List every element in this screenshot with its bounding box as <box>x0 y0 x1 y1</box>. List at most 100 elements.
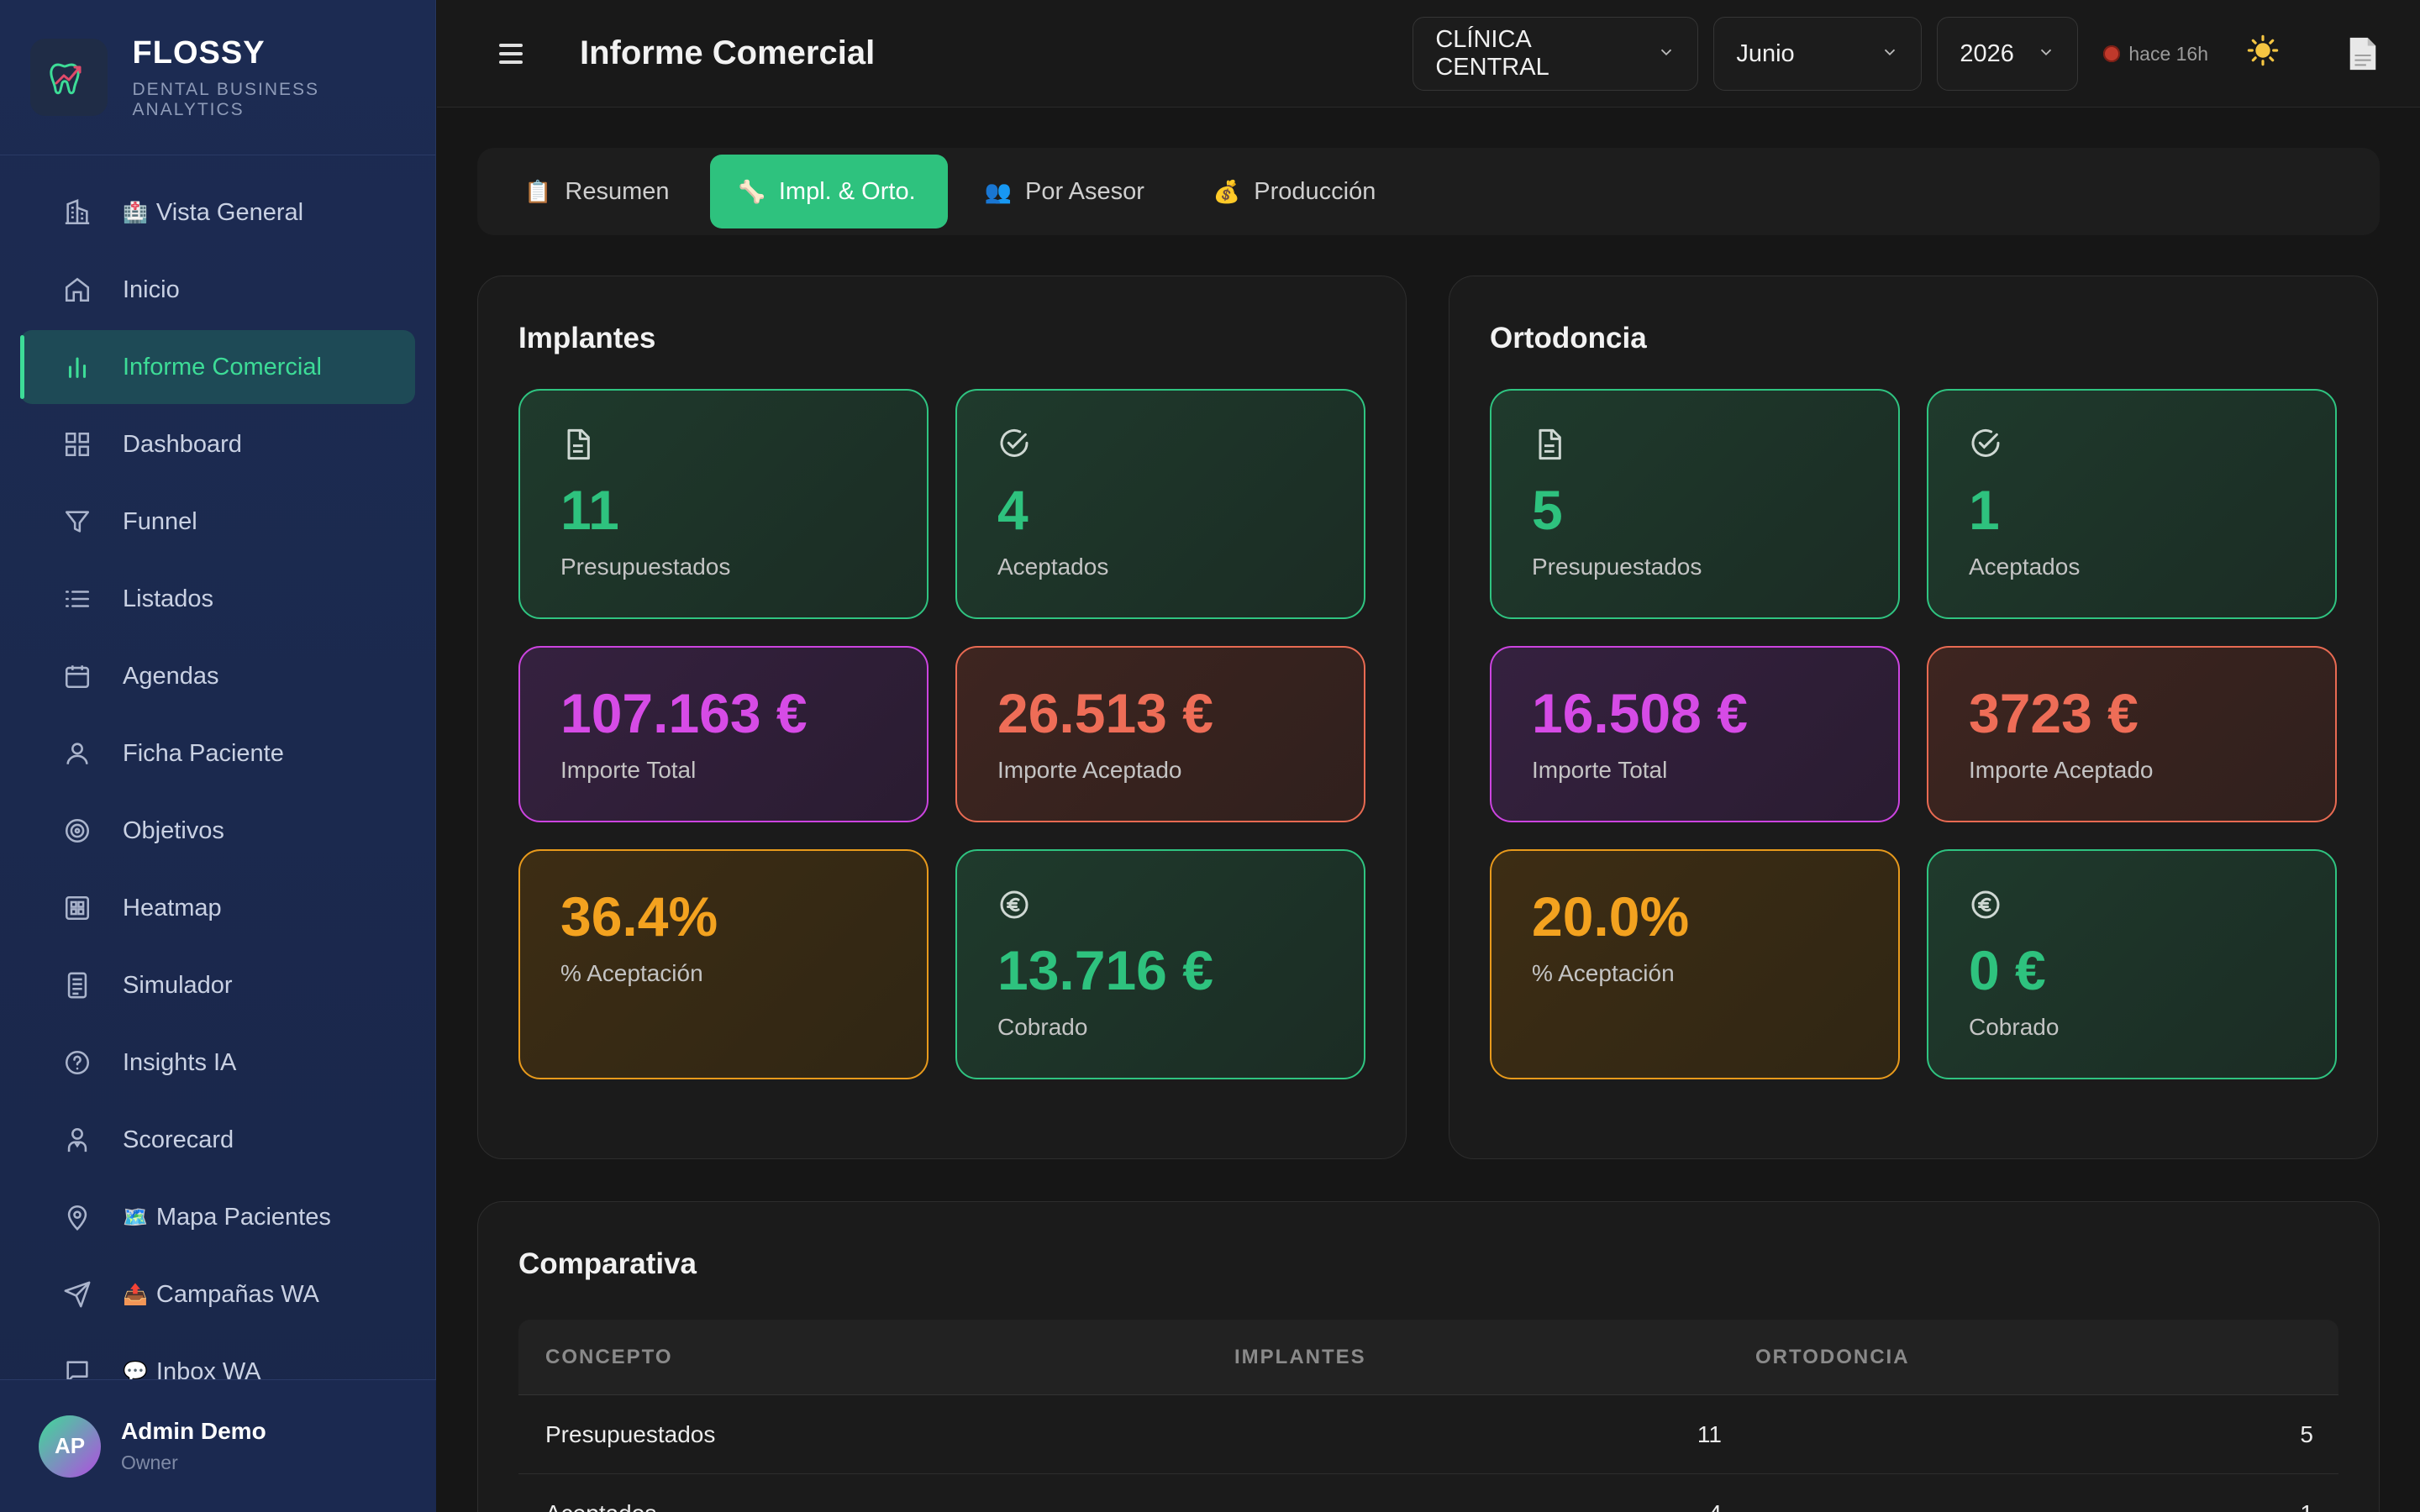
sidebar-item-inicio[interactable]: Inicio <box>20 253 415 327</box>
sidebar-item-simulador[interactable]: Simulador <box>20 948 415 1022</box>
sync-status-text: hace 16h <box>2128 42 2208 65</box>
table-cell: 1 <box>1755 1500 2338 1512</box>
cobrado-card: 0 € Cobrado <box>1927 849 2337 1079</box>
funnel-icon <box>60 505 94 538</box>
sidebar-item-agendas[interactable]: Agendas <box>20 639 415 713</box>
tab-por-asesor[interactable]: 👥 Por Asesor <box>956 155 1176 228</box>
importe-aceptado-card: 3723 € Importe Aceptado <box>1927 646 2337 822</box>
sidebar-item-insights-ia[interactable]: Insights IA <box>20 1026 415 1100</box>
avatar: AP <box>39 1415 101 1478</box>
sidebar-item-informe-comercial[interactable]: Informe Comercial <box>20 330 415 404</box>
calculator-icon <box>60 969 94 1002</box>
sidebar-item-dashboard[interactable]: Dashboard <box>20 407 415 481</box>
euro-icon <box>997 888 1031 921</box>
presupuestados-card: 11 Presupuestados <box>518 389 929 619</box>
chevron-down-icon <box>1881 40 1899 68</box>
grid-icon <box>60 428 94 461</box>
cobrado-card: 13.716 € Cobrado <box>955 849 1365 1079</box>
sidebar-item-heatmap[interactable]: Heatmap <box>20 871 415 945</box>
bone-icon: 🦴 <box>738 178 765 204</box>
sidebar-item-funnel[interactable]: Funnel <box>20 485 415 559</box>
topbar: Informe Comercial CLÍNICA CENTRAL Junio … <box>437 0 2420 108</box>
presupuestados-value: 11 <box>560 479 619 541</box>
document-icon <box>560 428 594 461</box>
person-badge-icon <box>60 1123 94 1157</box>
status-dot-icon <box>2103 45 2121 62</box>
table-row: Aceptados 4 1 <box>518 1474 2338 1512</box>
sidebar-item-vista-general[interactable]: 🏥 Vista General <box>20 176 415 249</box>
importe-total-value: 16.508 € <box>1532 682 1748 744</box>
cobrado-label: Cobrado <box>997 1014 1088 1040</box>
month-select[interactable]: Junio <box>1713 17 1923 91</box>
sidebar-item-campanas-wa[interactable]: 📤 Campañas WA <box>20 1257 415 1331</box>
sidebar-item-objetivos[interactable]: Objetivos <box>20 794 415 868</box>
ortodoncia-panel: Ortodoncia 5 Presupuestados 1 Aceptados … <box>1449 276 2378 1159</box>
year-select-value: 2026 <box>1960 39 2014 67</box>
tab-resumen[interactable]: 📋 Resumen <box>496 155 702 228</box>
tab-impl-orto[interactable]: 🦴 Impl. & Orto. <box>709 155 948 228</box>
importe-aceptado-label: Importe Aceptado <box>997 757 1182 783</box>
user-profile[interactable]: AP Admin Demo Owner <box>0 1379 436 1512</box>
table-cell: Presupuestados <box>545 1420 716 1447</box>
sidebar-item-mapa-pacientes[interactable]: 🗺️ Mapa Pacientes <box>20 1180 415 1254</box>
chevron-down-icon <box>1657 40 1676 68</box>
send-icon <box>60 1278 94 1311</box>
bar-chart-icon <box>60 350 94 384</box>
euro-icon <box>1969 888 2002 921</box>
list-icon <box>60 582 94 616</box>
aceptados-label: Aceptados <box>1969 554 2081 580</box>
table-header: CONCEPTO IMPLANTES ORTODONCIA <box>518 1320 2338 1395</box>
sidebar-item-label: Objetivos <box>123 816 224 844</box>
clinic-select-value: CLÍNICA CENTRAL <box>1435 26 1549 81</box>
aceptacion-label: % Aceptación <box>1532 960 1675 986</box>
menu-icon[interactable] <box>499 43 533 64</box>
presupuestados-label: Presupuestados <box>1532 554 1702 580</box>
table-cell: 11 <box>1697 1420 1722 1447</box>
importe-total-label: Importe Total <box>1532 757 1668 783</box>
column-header[interactable]: IMPLANTES <box>1234 1345 1366 1368</box>
tab-label: Impl. & Orto. <box>778 177 916 205</box>
map-emoji-icon: 🗺️ <box>123 1205 148 1229</box>
column-header[interactable]: CONCEPTO <box>545 1345 673 1368</box>
people-icon: 👥 <box>984 178 1013 204</box>
sidebar-item-ficha-paciente[interactable]: Ficha Paciente <box>20 717 415 790</box>
check-circle-icon <box>997 428 1031 461</box>
document-icon <box>1532 428 1565 461</box>
sidebar-item-label: Vista General <box>155 198 304 226</box>
sync-status: hace 16h <box>2103 43 2208 66</box>
aceptacion-value: 36.4% <box>560 885 718 948</box>
panel-title: Comparativa <box>518 1247 697 1280</box>
hospital-emoji-icon: 🏥 <box>123 201 148 224</box>
importe-aceptado-label: Importe Aceptado <box>1969 757 2154 783</box>
sidebar-item-label: Simulador <box>123 971 233 999</box>
check-circle-icon <box>1969 428 2002 461</box>
comparativa-panel: Comparativa CONCEPTO IMPLANTES ORTODONCI… <box>477 1201 2380 1512</box>
tooth-logo-icon <box>30 39 108 116</box>
sidebar-item-scorecard[interactable]: Scorecard <box>20 1103 415 1177</box>
cobrado-value: 13.716 € <box>997 939 1213 1001</box>
sidebar-item-label: Scorecard <box>123 1126 234 1153</box>
implantes-panel: Implantes 11 Presupuestados 4 Aceptados … <box>477 276 1407 1159</box>
panel-title: Ortodoncia <box>1490 322 1647 354</box>
column-header[interactable]: ORTODONCIA <box>1755 1345 1910 1368</box>
user-name: Admin Demo <box>121 1418 266 1444</box>
presupuestados-label: Presupuestados <box>560 554 731 580</box>
export-document-icon[interactable] <box>2348 36 2378 71</box>
sun-icon[interactable] <box>2247 34 2279 74</box>
importe-total-label: Importe Total <box>560 757 697 783</box>
sidebar-item-label: Dashboard <box>123 430 242 458</box>
clinic-select[interactable]: CLÍNICA CENTRAL <box>1413 17 1699 91</box>
sidebar-item-label: Insights IA <box>123 1048 237 1076</box>
sidebar-item-label: Ficha Paciente <box>123 739 284 767</box>
importe-total-value: 107.163 € <box>560 682 808 744</box>
help-circle-icon <box>60 1046 94 1079</box>
clipboard-icon: 📋 <box>524 178 552 204</box>
user-role: Owner <box>121 1452 178 1473</box>
heatmap-icon <box>60 891 94 925</box>
comparativa-table: CONCEPTO IMPLANTES ORTODONCIA Presupuest… <box>518 1320 2338 1512</box>
year-select[interactable]: 2026 <box>1937 17 2079 91</box>
aceptacion-value: 20.0% <box>1532 885 1690 948</box>
sidebar-item-listados[interactable]: Listados <box>20 562 415 636</box>
chevron-down-icon <box>2037 40 2055 68</box>
tab-produccion[interactable]: 💰 Producción <box>1185 155 1407 228</box>
